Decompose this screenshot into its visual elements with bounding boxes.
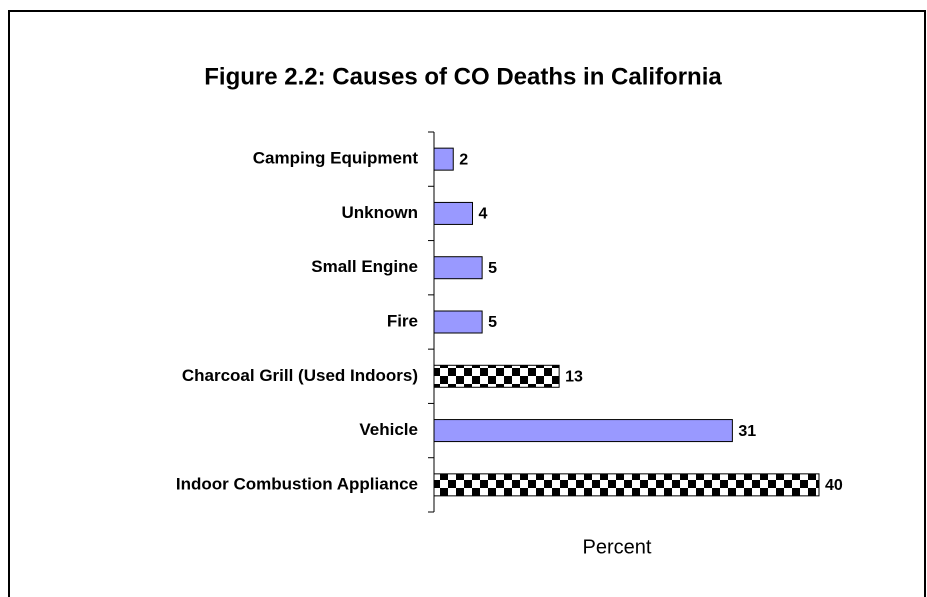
frame bbox=[8, 10, 926, 597]
value-label: 2 bbox=[459, 151, 468, 168]
bar bbox=[433, 364, 560, 388]
category-label: Unknown bbox=[342, 203, 419, 222]
value-label: 5 bbox=[488, 314, 497, 331]
category-label: Indoor Combustion Appliance bbox=[176, 474, 418, 493]
value-label: 31 bbox=[738, 423, 756, 440]
category-label: Camping Equipment bbox=[253, 149, 419, 168]
category-label: Vehicle bbox=[359, 420, 418, 439]
chart-title: Figure 2.2: Causes of CO Deaths in Calif… bbox=[204, 63, 722, 90]
value-label: 13 bbox=[565, 369, 583, 386]
bar bbox=[433, 419, 733, 443]
bar bbox=[433, 473, 820, 497]
bar bbox=[433, 201, 473, 225]
value-label: 40 bbox=[825, 477, 843, 494]
category-label: Charcoal Grill (Used Indoors) bbox=[182, 366, 418, 385]
bar bbox=[433, 310, 483, 334]
bar bbox=[433, 256, 483, 280]
x-axis-label: Percent bbox=[583, 536, 652, 558]
bar bbox=[433, 147, 454, 171]
value-label: 5 bbox=[488, 260, 497, 277]
category-label: Small Engine bbox=[311, 257, 418, 276]
category-label: Fire bbox=[387, 311, 418, 330]
value-label: 4 bbox=[479, 206, 488, 223]
